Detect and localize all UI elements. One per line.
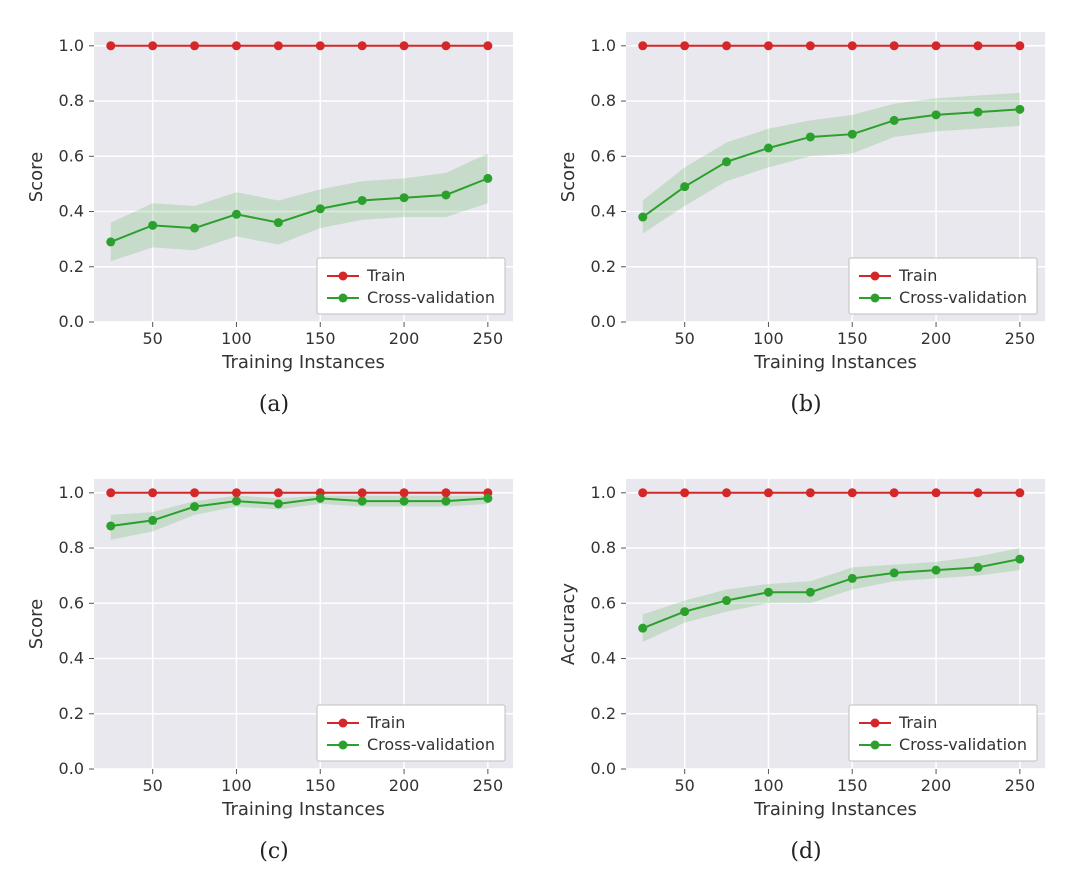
svg-text:0.8: 0.8 — [590, 538, 615, 557]
chart-c: 50 100 150 200 250 0.0 0.2 0.4 0.6 0.8 1.0 Training… — [22, 467, 527, 827]
chart-a: 50 100 150 200 250 0.0 0.2 0.4 0.6 0.8 1.0 Training… — [22, 20, 527, 380]
svg-text:Training Instances: Training Instances — [753, 799, 917, 820]
svg-text:Score: Score — [26, 152, 47, 202]
svg-text:100: 100 — [753, 329, 784, 348]
svg-text:50: 50 — [142, 329, 162, 348]
chart-grid: 50 100 150 200 250 0.0 0.2 0.4 0.6 0.8 1.0 Training… — [20, 20, 1060, 864]
svg-text:150: 150 — [836, 776, 867, 795]
svg-text:200: 200 — [920, 329, 951, 348]
svg-text:Cross-validation: Cross-validation — [899, 288, 1027, 307]
svg-text:Training Instances: Training Instances — [221, 352, 385, 373]
svg-text:0.4: 0.4 — [590, 649, 615, 668]
chart-b: 50 100 150 200 250 0.0 0.2 0.4 0.6 0.8 1.0 Training… — [554, 20, 1059, 380]
caption-c: (c) — [259, 839, 289, 864]
svg-text:0.8: 0.8 — [590, 91, 615, 110]
svg-text:200: 200 — [388, 776, 419, 795]
svg-text:50: 50 — [674, 776, 694, 795]
svg-text:200: 200 — [920, 776, 951, 795]
svg-text:0.8: 0.8 — [58, 91, 83, 110]
svg-text:1.0: 1.0 — [590, 483, 615, 502]
svg-text:0.6: 0.6 — [590, 593, 615, 612]
svg-text:250: 250 — [1004, 329, 1035, 348]
svg-text:Score: Score — [558, 152, 579, 202]
svg-text:Train: Train — [898, 266, 937, 285]
svg-text:Training Instances: Training Instances — [221, 799, 385, 820]
svg-text:0.2: 0.2 — [58, 257, 83, 276]
svg-text:250: 250 — [1004, 776, 1035, 795]
svg-text:100: 100 — [753, 776, 784, 795]
svg-text:Cross-validation: Cross-validation — [899, 735, 1027, 754]
svg-text:50: 50 — [142, 776, 162, 795]
caption-d: (d) — [790, 839, 821, 864]
panel-a: 50 100 150 200 250 0.0 0.2 0.4 0.6 0.8 1.0 Training… — [20, 20, 528, 417]
svg-text:100: 100 — [221, 776, 252, 795]
svg-text:Training Instances: Training Instances — [753, 352, 917, 373]
svg-text:150: 150 — [304, 776, 335, 795]
panel-c: 50 100 150 200 250 0.0 0.2 0.4 0.6 0.8 1.0 Training… — [20, 467, 528, 864]
svg-text:0.8: 0.8 — [58, 538, 83, 557]
svg-text:Train: Train — [898, 713, 937, 732]
svg-text:0.6: 0.6 — [590, 146, 615, 165]
svg-text:0.0: 0.0 — [58, 312, 83, 331]
chart-d: 50 100 150 200 250 0.0 0.2 0.4 0.6 0.8 1.0 Training… — [554, 467, 1059, 827]
svg-text:150: 150 — [836, 329, 867, 348]
caption-b: (b) — [790, 392, 821, 417]
svg-text:0.4: 0.4 — [590, 202, 615, 221]
svg-text:Cross-validation: Cross-validation — [367, 735, 495, 754]
svg-text:250: 250 — [472, 776, 503, 795]
svg-text:0.4: 0.4 — [58, 202, 83, 221]
svg-text:0.2: 0.2 — [590, 257, 615, 276]
svg-text:Train: Train — [366, 266, 405, 285]
svg-text:Cross-validation: Cross-validation — [367, 288, 495, 307]
svg-text:50: 50 — [674, 329, 694, 348]
svg-text:0.0: 0.0 — [58, 759, 83, 778]
svg-text:100: 100 — [221, 329, 252, 348]
panel-b: 50 100 150 200 250 0.0 0.2 0.4 0.6 0.8 1.0 Training… — [552, 20, 1060, 417]
panel-d: 50 100 150 200 250 0.0 0.2 0.4 0.6 0.8 1.0 Training… — [552, 467, 1060, 864]
svg-text:Train: Train — [366, 713, 405, 732]
svg-text:Accuracy: Accuracy — [558, 583, 579, 666]
svg-text:0.6: 0.6 — [58, 146, 83, 165]
svg-text:0.2: 0.2 — [590, 704, 615, 723]
svg-text:Score: Score — [26, 599, 47, 649]
caption-a: (a) — [259, 392, 289, 417]
svg-text:0.0: 0.0 — [590, 759, 615, 778]
svg-text:200: 200 — [388, 329, 419, 348]
svg-text:0.6: 0.6 — [58, 593, 83, 612]
svg-text:1.0: 1.0 — [58, 483, 83, 502]
svg-text:0.2: 0.2 — [58, 704, 83, 723]
svg-text:0.0: 0.0 — [590, 312, 615, 331]
svg-text:150: 150 — [304, 329, 335, 348]
svg-text:1.0: 1.0 — [58, 36, 83, 55]
svg-text:1.0: 1.0 — [590, 36, 615, 55]
svg-text:250: 250 — [472, 329, 503, 348]
svg-text:0.4: 0.4 — [58, 649, 83, 668]
